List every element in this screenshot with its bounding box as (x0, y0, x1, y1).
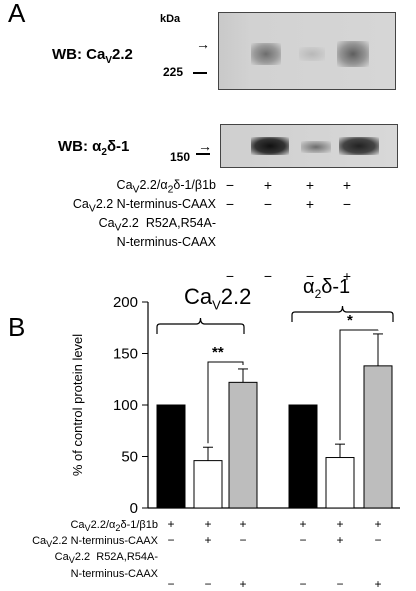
cav22-arrow-icon: → (196, 36, 210, 52)
panel-b-sign-r3-c1: − (167, 577, 175, 591)
panel-b-sign-r1-c1: + (167, 517, 175, 531)
panel-a-sign-r2-c4: − (342, 196, 352, 212)
cav22-band-lane2 (251, 43, 281, 65)
group2-label-suffix: δ-1 (321, 276, 351, 298)
panel-b-sign-r1-c3: + (239, 517, 247, 531)
wb-a2d1-suffix: δ-1 (106, 138, 130, 155)
bar-5 (325, 457, 355, 509)
y-tick-label-100: 100 (113, 397, 138, 414)
panel-b-sign-r1-c2: + (204, 517, 212, 531)
panel-b-sign-r3-c4: − (299, 577, 307, 591)
group2-label-sub: 2 (314, 287, 322, 301)
panel-b-cond2-label: CaV2.2 N-terminus-CAAX (32, 535, 158, 550)
panel-a-sign-r1-c4: + (342, 177, 352, 193)
kda-label: kDa (160, 13, 181, 25)
a2d1-band-lane4 (339, 137, 379, 155)
panel-a-sign-r3-c3: − (305, 268, 315, 284)
panel-b-sign-r2-c1: − (167, 533, 175, 547)
panel-a-cond1-label: CaV2.2/α2δ-1/β1b (116, 178, 216, 196)
wb-cav22-prefix: WB: Ca (52, 46, 106, 63)
group1-label-suffix: 2.2 (220, 284, 252, 309)
y-tick-label-200: 200 (113, 294, 138, 311)
marker-150: 150 (170, 150, 191, 164)
sig-a2d1: * (347, 312, 353, 329)
panel-a-sign-r1-c3: + (305, 177, 315, 193)
panel-b-cond3-label-line2: N-terminus-CAAX (70, 568, 158, 580)
a2d1-band-lane3 (301, 141, 331, 153)
bar-6 (363, 365, 393, 509)
panel-a-sign-r2-c1: − (225, 196, 235, 212)
brace-a2d1 (291, 305, 394, 322)
panel-b-sign-r3-c3: + (239, 577, 247, 591)
wb-a2d1-prefix: WB: (58, 138, 93, 155)
wb-cav22-label: WB: CaV2.2 (52, 46, 133, 66)
sig-cav22: ** (212, 344, 224, 361)
bar-3 (228, 381, 258, 509)
marker-150-tick (196, 153, 210, 155)
cav22-blot-image (218, 12, 396, 90)
group1-label: CaV2.2 (184, 284, 251, 312)
y-axis-label: % of control protein level (70, 334, 85, 476)
cav22-band-lane4 (337, 41, 369, 67)
panel-b-sign-r2-c6: − (374, 533, 382, 547)
panel-b-sign-r1-c5: + (336, 517, 344, 531)
a2d1-blot-image (220, 124, 398, 168)
panel-b-sign-r2-c2: + (204, 533, 212, 547)
wb-a2d1-alpha: α (92, 138, 102, 155)
panel-a-sign-r3-c2: − (263, 268, 273, 284)
panel-a-sign-r3-c1: − (225, 268, 235, 284)
wb-a2d1-label: WB: α2δ-1 (58, 138, 129, 158)
marker-225: 225 (163, 65, 184, 79)
panel-b-cond1-label: CaV2.2/α2δ-1/β1b (70, 519, 158, 534)
panel-a-letter: A (8, 0, 26, 28)
panel-a-sign-r1-c1: − (225, 177, 235, 193)
panel-b-sign-r3-c6: + (374, 577, 382, 591)
panel-b-sign-r1-c6: + (374, 517, 382, 531)
a2d1-arrow-icon: → (198, 138, 212, 154)
bar-2 (193, 460, 223, 509)
bar-1 (156, 404, 186, 509)
sig-bracket-a2d1 (339, 329, 379, 441)
panel-a-cond3-label-line2: N-terminus-CAAX (116, 235, 216, 249)
cav22-band-lane3 (299, 47, 325, 61)
y-tick-label-0: 0 (130, 500, 138, 517)
group1-label-prefix: Ca (184, 284, 213, 309)
brace-cav22 (156, 317, 245, 334)
panel-b-sign-r2-c4: − (299, 533, 307, 547)
wb-cav22-sub: V (105, 55, 112, 66)
group1-label-sub: V (212, 297, 221, 313)
wb-a2d1-sub: 2 (101, 147, 107, 158)
panel-b-sign-r2-c5: + (336, 533, 344, 547)
panel-a-sign-r2-c2: − (263, 196, 273, 212)
panel-a-cond2-label: CaV2.2 N-terminus-CAAX (72, 197, 216, 215)
panel-b-sign-r3-c5: − (336, 577, 344, 591)
marker-225-tick (193, 72, 207, 74)
wb-cav22-suffix: 2.2 (112, 46, 133, 63)
a2d1-band-lane2 (251, 137, 289, 155)
y-tick-label-150: 150 (113, 346, 138, 363)
panel-b-sign-r1-c4: + (299, 517, 307, 531)
panel-a-sign-r3-c4: + (342, 268, 352, 284)
panel-b-letter: B (8, 312, 26, 342)
panel-a-sign-r1-c2: + (263, 177, 273, 193)
bar-4 (288, 404, 318, 509)
y-tick-label-50: 50 (121, 449, 138, 466)
panel-a-sign-r2-c3: + (305, 196, 315, 212)
panel-b-cond3-label-line1: CaV2.2 R52A,R54A- (54, 551, 158, 566)
group2-label: α2δ-1 (303, 276, 350, 301)
group2-label-alpha: α (303, 276, 315, 298)
sig-bracket-cav22 (207, 361, 244, 444)
panel-b-sign-r3-c2: − (204, 577, 212, 591)
panel-a-cond3-label-line1: CaV2.2 R52A,R54A- (98, 216, 216, 234)
panel-b-sign-r2-c3: − (239, 533, 247, 547)
